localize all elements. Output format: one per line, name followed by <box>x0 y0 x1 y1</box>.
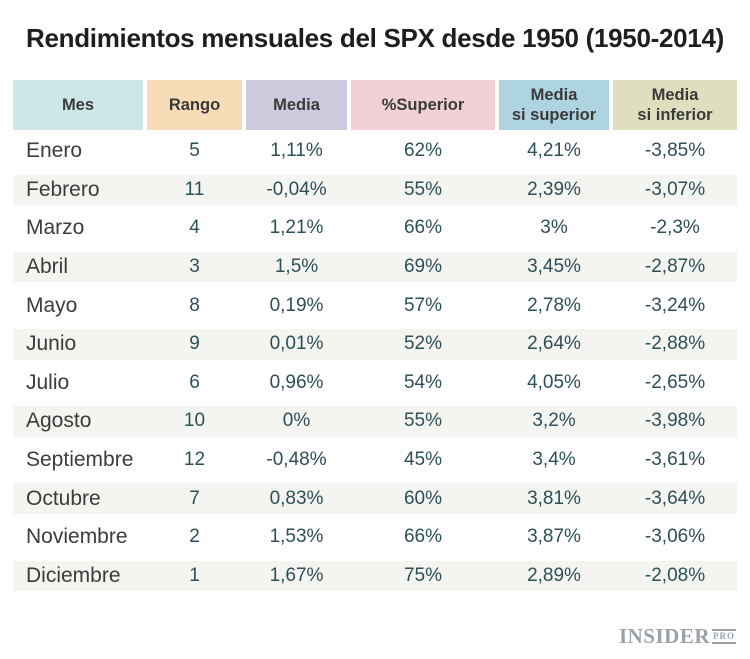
cell-superior: 75% <box>403 564 443 586</box>
table-row: Abril 3 1,5% 69% 3,45% -2,87% <box>13 248 737 287</box>
cell-superior: 54% <box>403 371 443 393</box>
insiderpro-logo: INSIDER PRO <box>619 624 736 649</box>
cell-media: 1,5% <box>274 256 319 278</box>
cell-media-si-superior: 3,2% <box>532 410 576 432</box>
cell-media-si-superior: 2,39% <box>527 178 581 200</box>
cell-media-si-inferior: -3,07% <box>644 178 706 200</box>
cell-media-si-inferior: -2,65% <box>644 371 706 393</box>
cell-media-si-superior: 2,89% <box>527 564 581 586</box>
cell-media: 0,01% <box>269 333 324 355</box>
cell-media: 1,53% <box>269 526 324 548</box>
cell-rango: 8 <box>189 294 200 316</box>
cell-mes: Mayo <box>26 293 78 317</box>
cell-media-si-inferior: -2,88% <box>644 333 706 355</box>
cell-media: -0,04% <box>266 178 327 200</box>
cell-media-si-inferior: -3,85% <box>644 140 706 162</box>
cell-mes: Marzo <box>26 216 85 240</box>
column-header-mes: Mes <box>13 80 143 130</box>
cell-media: 0,96% <box>269 371 324 393</box>
cell-rango: 11 <box>184 178 205 200</box>
cell-mes: Agosto <box>26 409 92 433</box>
cell-media: 1,21% <box>269 217 324 239</box>
cell-rango: 10 <box>183 410 206 432</box>
column-header-media-si-superior: Media si superior <box>499 80 609 130</box>
cell-media: 0,19% <box>269 294 324 316</box>
cell-rango: 1 <box>189 564 200 586</box>
insiderpro-logo-text: INSIDER <box>618 624 710 648</box>
table-row: Mayo 8 0,19% 57% 2,78% -3,24% <box>13 286 737 325</box>
cell-media: 1,11% <box>270 140 323 162</box>
cell-media-si-inferior: -2,87% <box>644 256 706 278</box>
cell-media-si-superior: 3,4% <box>532 449 576 471</box>
cell-mes: Diciembre <box>26 563 121 587</box>
column-header-rango: Rango <box>147 80 242 130</box>
table-row: Octubre 7 0,83% 60% 3,81% -3,64% <box>13 479 737 518</box>
cell-media: 1,67% <box>269 564 324 586</box>
cell-superior: 62% <box>403 140 443 162</box>
cell-rango: 2 <box>189 526 200 548</box>
table-row: Junio 9 0,01% 52% 2,64% -2,88% <box>13 325 737 364</box>
cell-mes: Febrero <box>26 177 100 201</box>
cell-rango: 5 <box>189 140 200 162</box>
cell-rango: 4 <box>189 217 200 239</box>
table-row: Julio 6 0,96% 54% 4,05% -2,65% <box>13 364 737 403</box>
cell-superior: 66% <box>403 217 443 239</box>
cell-rango: 6 <box>189 371 200 393</box>
table-row: Agosto 10 0% 55% 3,2% -3,98% <box>13 402 737 441</box>
column-header-media-si-inferior: Media si inferior <box>613 80 737 130</box>
column-header-superior: %Superior <box>351 80 495 130</box>
cell-media-si-inferior: -3,06% <box>644 526 706 548</box>
cell-media-si-inferior: -3,64% <box>644 487 706 509</box>
table-row: Septiembre 12 -0,48% 45% 3,4% -3,61% <box>13 441 737 480</box>
cell-media-si-superior: 2,64% <box>527 333 581 355</box>
cell-superior: 45% <box>403 449 443 471</box>
cell-superior: 69% <box>403 256 443 278</box>
cell-media-si-superior: 2,78% <box>527 294 581 316</box>
cell-media: 0,83% <box>269 487 324 509</box>
column-header-media: Media <box>246 80 347 130</box>
cell-media-si-inferior: -2,3% <box>650 217 700 239</box>
returns-table: Mes Rango Media %Superior Media si super… <box>13 80 737 595</box>
cell-mes: Septiembre <box>26 448 134 472</box>
cell-mes: Enero <box>26 139 83 163</box>
cell-media-si-superior: 3% <box>540 217 568 239</box>
cell-superior: 55% <box>403 410 443 432</box>
cell-superior: 57% <box>403 294 443 316</box>
table-row: Marzo 4 1,21% 66% 3% -2,3% <box>13 209 737 248</box>
cell-media-si-superior: 3,81% <box>527 487 581 509</box>
table-row: Enero 5 1,11% 62% 4,21% -3,85% <box>13 132 737 171</box>
table-header-row: Mes Rango Media %Superior Media si super… <box>13 80 737 130</box>
page-title: Rendimientos mensuales del SPX desde 195… <box>26 23 724 53</box>
cell-mes: Julio <box>26 370 70 394</box>
cell-superior: 52% <box>403 333 443 355</box>
cell-media-si-inferior: -2,08% <box>644 564 706 586</box>
table-row: Noviembre 2 1,53% 66% 3,87% -3,06% <box>13 518 737 557</box>
insiderpro-logo-pro-badge: PRO <box>712 629 736 644</box>
cell-rango: 12 <box>183 449 206 471</box>
cell-media: -0,48% <box>266 449 327 471</box>
cell-mes: Junio <box>26 332 77 356</box>
table-row: Diciembre 1 1,67% 75% 2,89% -2,08% <box>13 557 737 596</box>
cell-media-si-superior: 3,45% <box>527 256 581 278</box>
cell-media-si-inferior: -3,61% <box>644 449 706 471</box>
table-row: Febrero 11 -0,04% 55% 2,39% -3,07% <box>13 171 737 210</box>
cell-mes: Noviembre <box>26 525 128 549</box>
cell-media: 0% <box>282 410 311 432</box>
cell-media-si-superior: 4,21% <box>527 140 581 162</box>
cell-superior: 55% <box>403 178 443 200</box>
cell-mes: Octubre <box>26 486 101 510</box>
cell-media-si-inferior: -3,24% <box>644 294 706 316</box>
table-body: Enero 5 1,11% 62% 4,21% -3,85% Febrero 1… <box>13 132 737 595</box>
cell-media-si-superior: 3,87% <box>527 526 581 548</box>
cell-superior: 66% <box>403 526 443 548</box>
cell-rango: 7 <box>189 487 200 509</box>
cell-media-si-inferior: -3,98% <box>644 410 706 432</box>
cell-media-si-superior: 4,05% <box>527 371 581 393</box>
cell-mes: Abril <box>26 255 69 279</box>
cell-superior: 60% <box>403 487 443 509</box>
cell-rango: 9 <box>189 333 200 355</box>
cell-rango: 3 <box>189 256 200 278</box>
